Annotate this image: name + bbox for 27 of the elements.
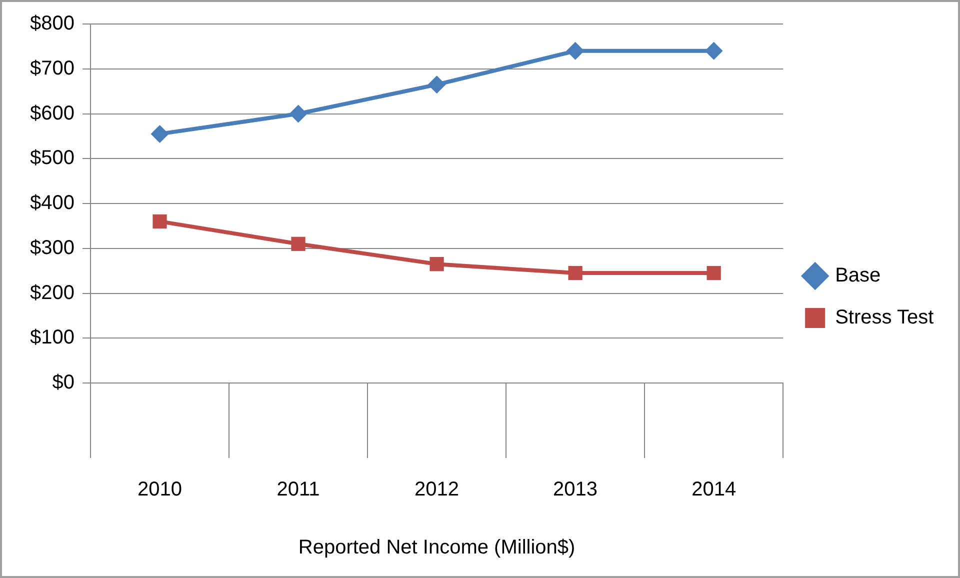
x-axis-title: Reported Net Income (Million$): [298, 536, 576, 559]
legend-label: Stress Test: [835, 306, 934, 329]
x-tick-label: 2012: [414, 478, 460, 501]
point: [428, 76, 446, 94]
point: [430, 257, 444, 272]
point: [289, 104, 308, 123]
legend-label: Base: [835, 264, 881, 287]
y-tick-label: $500: [30, 147, 74, 170]
y-tick-label: $800: [30, 12, 74, 35]
x-tick-label: 2011: [276, 478, 320, 501]
y-tick-label: $600: [30, 102, 74, 124]
point: [704, 42, 723, 60]
y-tick-label: $200: [30, 282, 74, 304]
y-tick-label: $400: [30, 192, 74, 214]
point: [568, 266, 582, 280]
x-tick-label: 2013: [553, 478, 598, 501]
x-tick-label: 2014: [692, 478, 736, 501]
point: [291, 236, 306, 251]
y-tick-label: $700: [30, 57, 74, 80]
y-tick-label: $300: [30, 236, 74, 259]
point: [566, 42, 584, 60]
y-tick-label: $100: [30, 326, 74, 349]
x-tick-label: 2010: [138, 478, 182, 501]
point: [706, 266, 721, 280]
point: [152, 214, 167, 229]
point: [150, 124, 169, 143]
y-tick-label: $0: [52, 372, 74, 394]
